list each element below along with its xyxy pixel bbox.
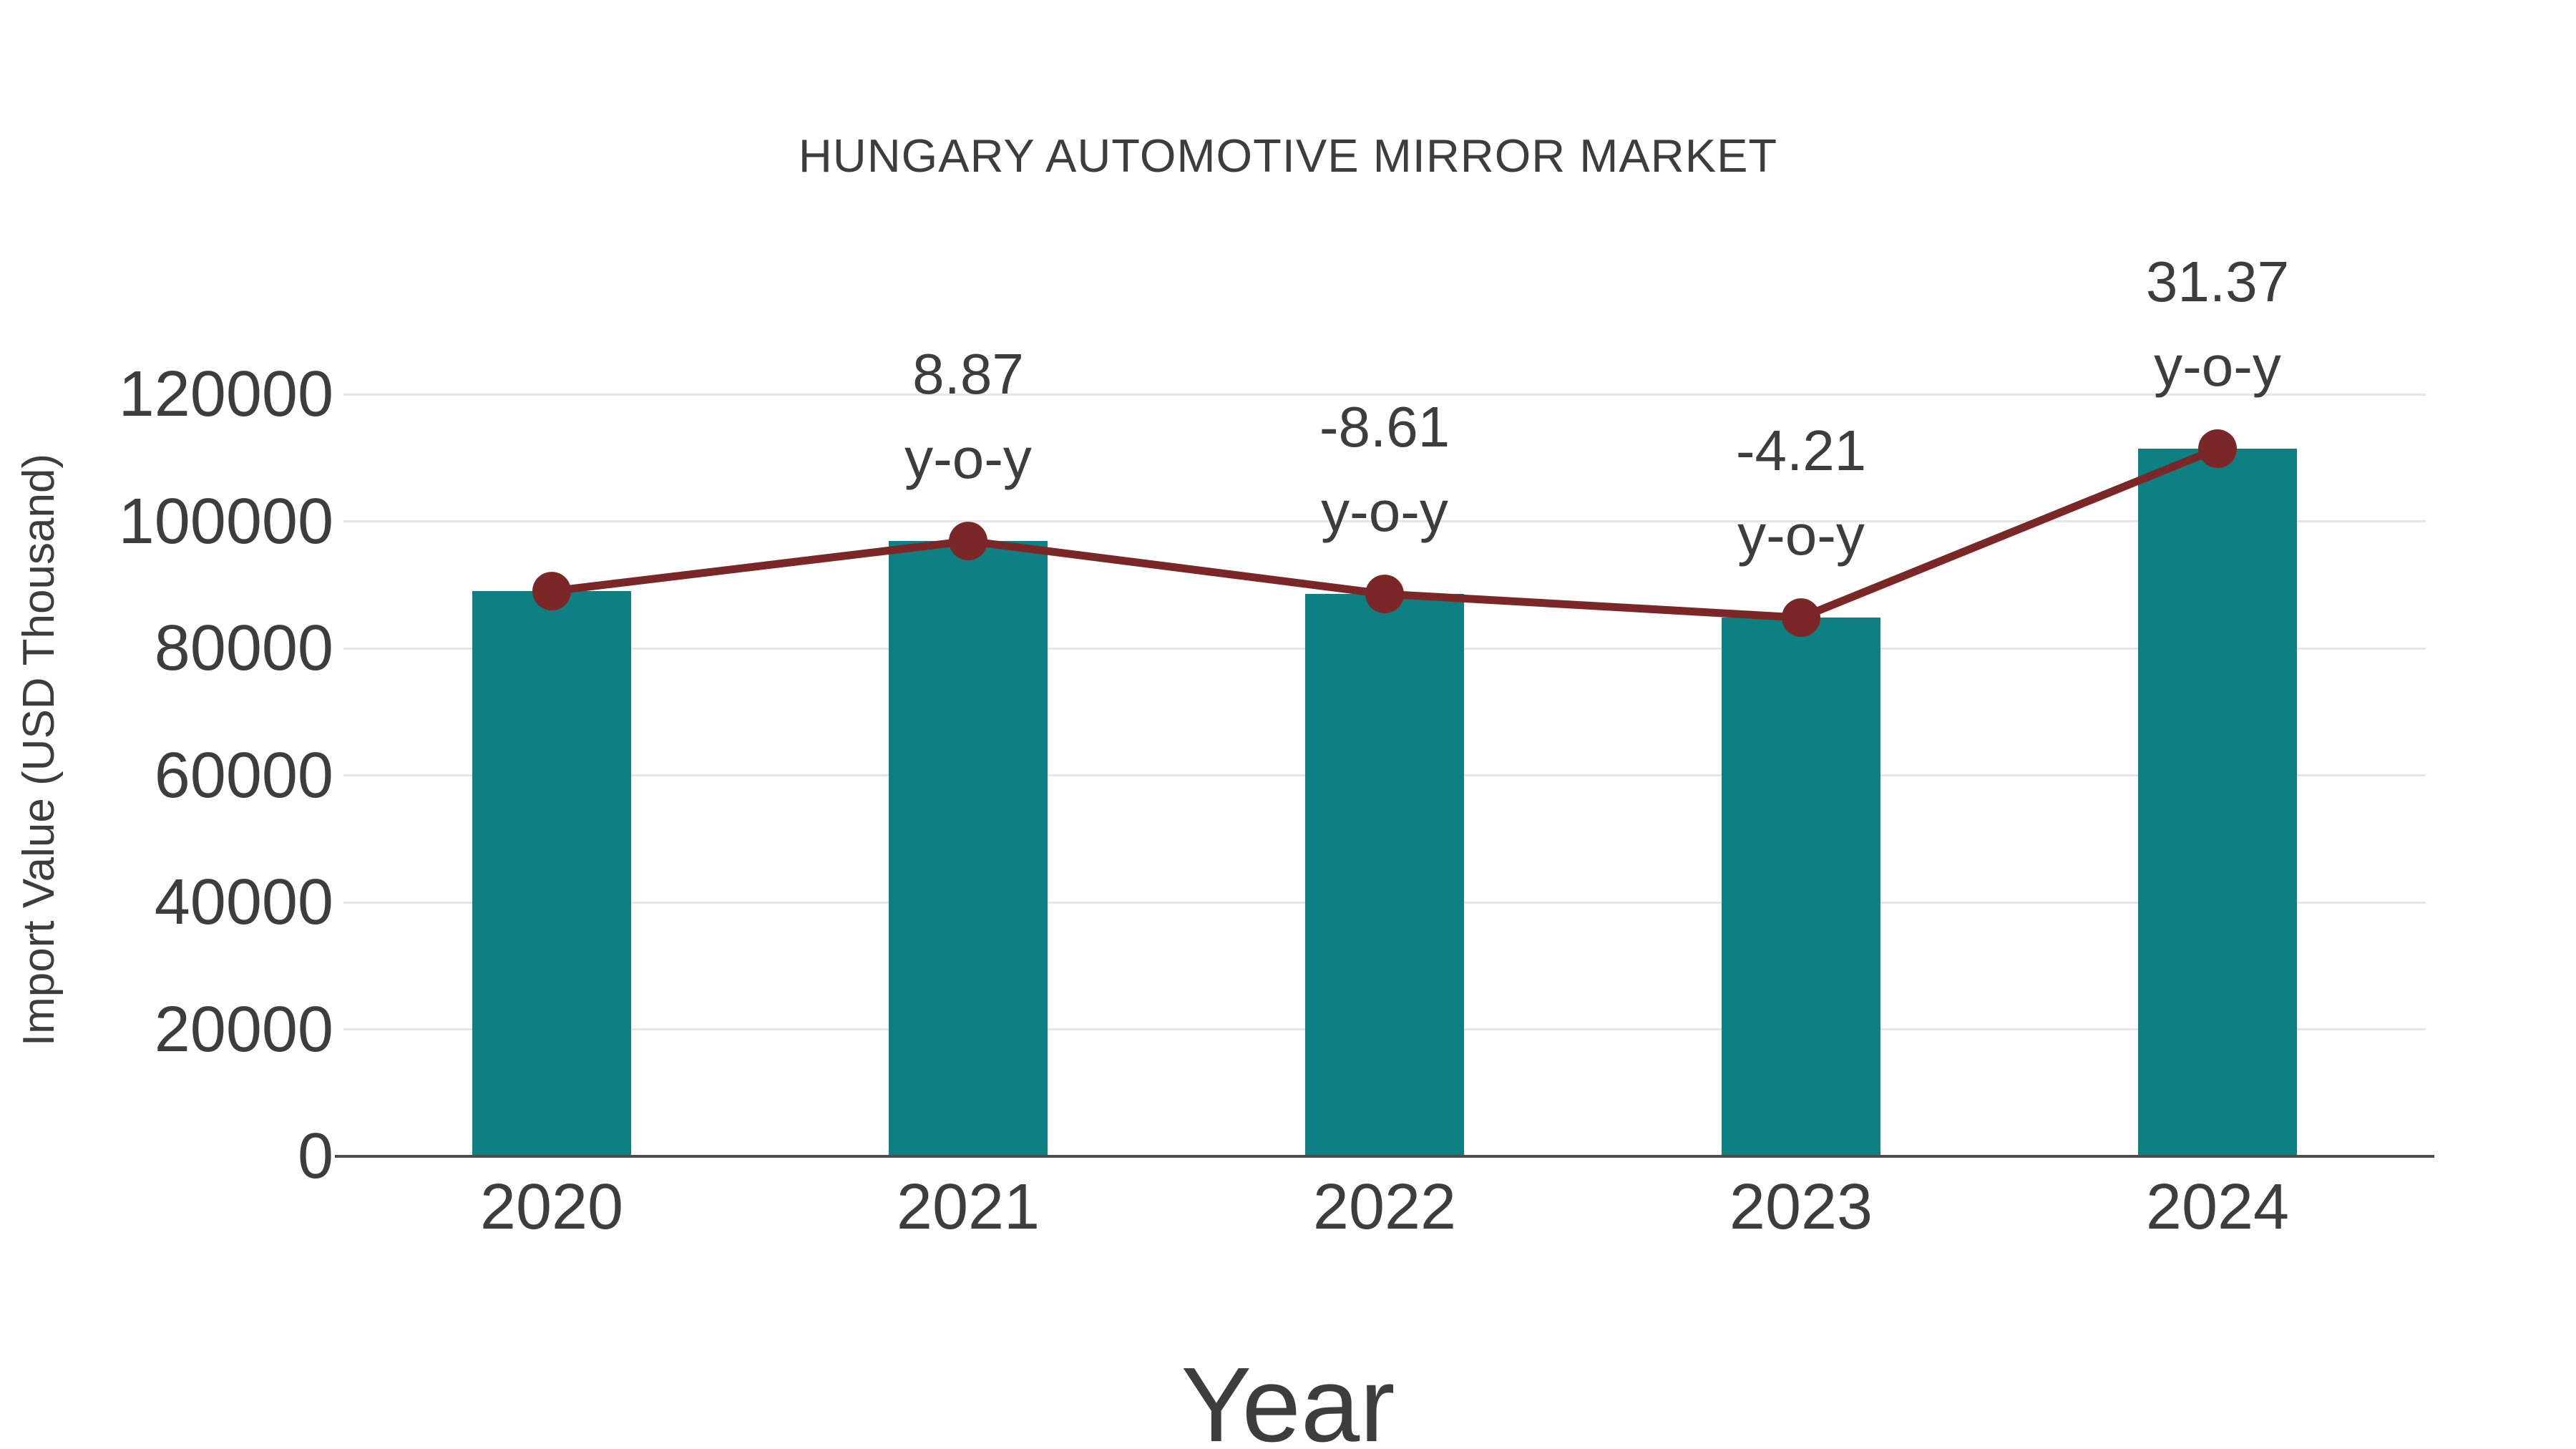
x-tick-label-2021: 2021 <box>896 1171 1040 1243</box>
yoy-suffix-2021: y-o-y <box>904 426 1032 491</box>
yoy-suffix-2022: y-o-y <box>1321 479 1448 544</box>
yoy-annotation-2021: 8.87 y-o-y <box>718 332 1219 501</box>
x-tick-label-2022: 2022 <box>1312 1171 1457 1243</box>
marker-2020 <box>532 572 571 611</box>
marker-2021 <box>949 522 987 561</box>
x-tick-label-2023: 2023 <box>1729 1171 1873 1243</box>
yoy-annotation-2023: -4.21 y-o-y <box>1551 409 2051 577</box>
yoy-suffix-2023: y-o-y <box>1737 503 1865 567</box>
y-tick-label-80000: 80000 <box>154 613 333 684</box>
yoy-annotation-2024: 31.37 y-o-y <box>1967 240 2468 409</box>
bar-2024 <box>2138 449 2297 1156</box>
y-tick-label-20000: 20000 <box>154 993 333 1065</box>
bar-2022 <box>1305 594 1464 1156</box>
bar-2021 <box>889 541 1048 1156</box>
yoy-value-2022: -8.61 <box>1319 395 1450 459</box>
x-tick-label-2024: 2024 <box>2145 1171 2290 1243</box>
x-axis-title: Year <box>1181 1346 1395 1449</box>
trend-line-layer <box>532 429 2237 638</box>
bar-2023 <box>1722 618 1880 1156</box>
marker-2024 <box>2198 429 2237 469</box>
y-tick-label-60000: 60000 <box>154 739 333 811</box>
marker-2023 <box>1782 598 1820 638</box>
x-tick-label-2020: 2020 <box>479 1171 624 1243</box>
x-axis-line <box>335 1155 2434 1158</box>
gridline-100000 <box>343 520 2426 522</box>
y-tick-label-100000: 100000 <box>118 485 333 557</box>
chart-title: HUNGARY AUTOMOTIVE MIRROR MARKET <box>798 130 1778 182</box>
gridline-120000 <box>343 393 2426 396</box>
y-tick-label-120000: 120000 <box>118 358 333 430</box>
yoy-suffix-2024: y-o-y <box>2154 334 2281 399</box>
yoy-value-2024: 31.37 <box>2145 250 2290 314</box>
yoy-annotation-2022: -8.61 y-o-y <box>1134 385 1635 554</box>
yoy-value-2021: 8.87 <box>912 342 1024 406</box>
plot-area <box>335 393 2434 1158</box>
marker-2022 <box>1365 575 1404 614</box>
bar-2020 <box>472 591 631 1156</box>
y-tick-label-0: 0 <box>297 1121 333 1192</box>
yoy-value-2023: -4.21 <box>1735 419 1867 483</box>
y-tick-label-40000: 40000 <box>154 867 333 938</box>
